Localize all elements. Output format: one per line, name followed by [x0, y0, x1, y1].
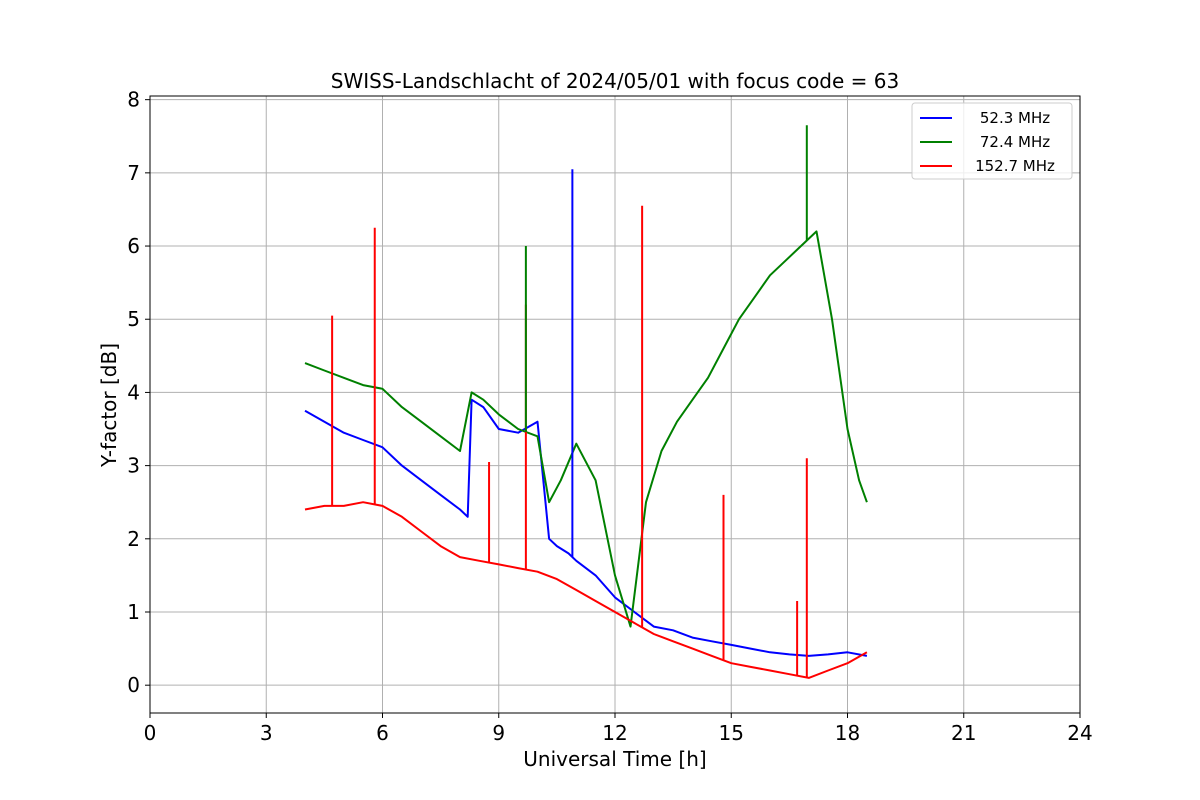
x-tick-label: 9 [492, 721, 505, 745]
y-axis-ticks: 0 1 2 3 4 5 6 7 8 [127, 88, 150, 698]
y-tick-label: 4 [127, 380, 140, 404]
x-tick-label: 21 [951, 721, 976, 745]
y-tick-label: 0 [127, 673, 140, 697]
y-tick-label: 7 [127, 161, 140, 185]
legend-label: 52.3 MHz [980, 109, 1050, 127]
y-axis-title: Y-factor [dB] [97, 343, 121, 468]
x-axis-title: Universal Time [h] [523, 747, 706, 771]
y-tick-label: 6 [127, 234, 140, 258]
legend-label: 72.4 MHz [980, 133, 1050, 151]
grid [150, 96, 1080, 713]
x-tick-label: 18 [835, 721, 860, 745]
chart-canvas: SWISS-Landschlacht of 2024/05/01 with fo… [0, 0, 1200, 800]
x-tick-label: 0 [144, 721, 157, 745]
y-tick-label: 3 [127, 454, 140, 478]
x-tick-label: 12 [602, 721, 627, 745]
x-axis-ticks: 0 3 6 9 12 15 18 21 24 [144, 713, 1093, 745]
series-line-152-7-mhz [305, 502, 867, 678]
x-tick-label: 3 [260, 721, 273, 745]
x-tick-label: 24 [1067, 721, 1092, 745]
y-tick-label: 5 [127, 307, 140, 331]
y-tick-label: 2 [127, 527, 140, 551]
legend-label: 152.7 MHz [975, 157, 1055, 175]
y-tick-label: 8 [127, 88, 140, 112]
chart-title: SWISS-Landschlacht of 2024/05/01 with fo… [331, 69, 899, 93]
y-tick-label: 1 [127, 600, 140, 624]
x-tick-label: 6 [376, 721, 389, 745]
spike-layer [332, 125, 807, 677]
x-tick-label: 15 [719, 721, 744, 745]
series-layer [305, 231, 867, 678]
legend-entries: 52.3 MHz 72.4 MHz 152.7 MHz [920, 109, 1055, 175]
legend: 52.3 MHz 72.4 MHz 152.7 MHz [912, 103, 1072, 179]
series-line-52-3-mhz [305, 400, 867, 656]
